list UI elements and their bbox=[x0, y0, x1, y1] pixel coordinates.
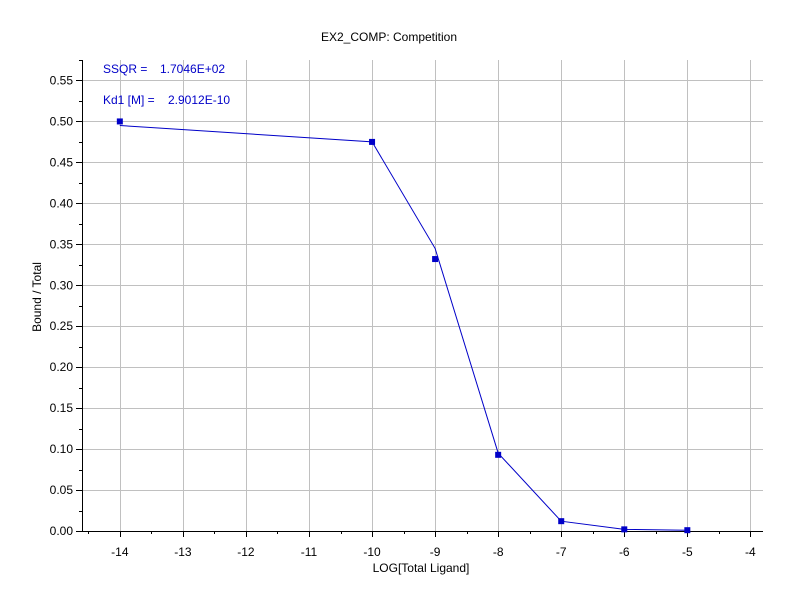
data-point bbox=[432, 256, 439, 263]
data-point bbox=[495, 451, 502, 458]
series bbox=[116, 118, 691, 534]
y-tick-label: 0.40 bbox=[50, 196, 74, 210]
y-tick-label: 0.25 bbox=[50, 319, 74, 333]
data-point bbox=[116, 118, 123, 125]
y-tick-label: 0.15 bbox=[50, 401, 74, 415]
data-point bbox=[369, 138, 376, 145]
x-tick-label: -9 bbox=[430, 545, 441, 559]
y-tick-label: 0.00 bbox=[50, 524, 74, 538]
ssqr-label: SSQR = bbox=[103, 62, 147, 76]
y-tick-label: 0.10 bbox=[50, 442, 74, 456]
y-tick-label: 0.45 bbox=[50, 155, 74, 169]
x-tick-label: -14 bbox=[111, 545, 129, 559]
x-tick-label: -12 bbox=[237, 545, 255, 559]
x-tick-label: -8 bbox=[493, 545, 504, 559]
ssqr-value: 1.7046E+02 bbox=[160, 62, 225, 76]
x-tick-label: -11 bbox=[301, 545, 318, 559]
axes bbox=[82, 60, 763, 532]
x-tick-label: -7 bbox=[556, 545, 567, 559]
x-tick-label: -10 bbox=[363, 545, 381, 559]
ticks: -14 -13 -12 -11 -10 -9 -8 -7 -6 -5 -4 0.00 0.05 0.10 0… bbox=[50, 60, 756, 559]
x-tick-label: -13 bbox=[174, 545, 192, 559]
y-tick-label: 0.35 bbox=[50, 237, 74, 251]
y-tick-label: 0.30 bbox=[50, 278, 74, 292]
y-tick-label: 0.20 bbox=[50, 360, 74, 374]
kd1-label: Kd1 [M] = bbox=[103, 93, 155, 107]
kd1-value: 2.9012E-10 bbox=[168, 93, 230, 107]
data-point bbox=[558, 518, 565, 525]
x-tick-label: -5 bbox=[682, 545, 693, 559]
y-tick-label: 0.55 bbox=[50, 73, 74, 87]
y-tick-label: 0.05 bbox=[50, 483, 74, 497]
chart-title: EX2_COMP: Competition bbox=[321, 30, 457, 44]
data-point bbox=[684, 527, 691, 534]
x-tick-label: -4 bbox=[745, 545, 756, 559]
y-tick-label: 0.50 bbox=[50, 114, 74, 128]
y-axis-label: Bound / Total bbox=[30, 262, 44, 332]
x-tick-label: -6 bbox=[619, 545, 630, 559]
data-point bbox=[621, 526, 628, 533]
x-axis-label: LOG[Total Ligand] bbox=[373, 561, 470, 575]
